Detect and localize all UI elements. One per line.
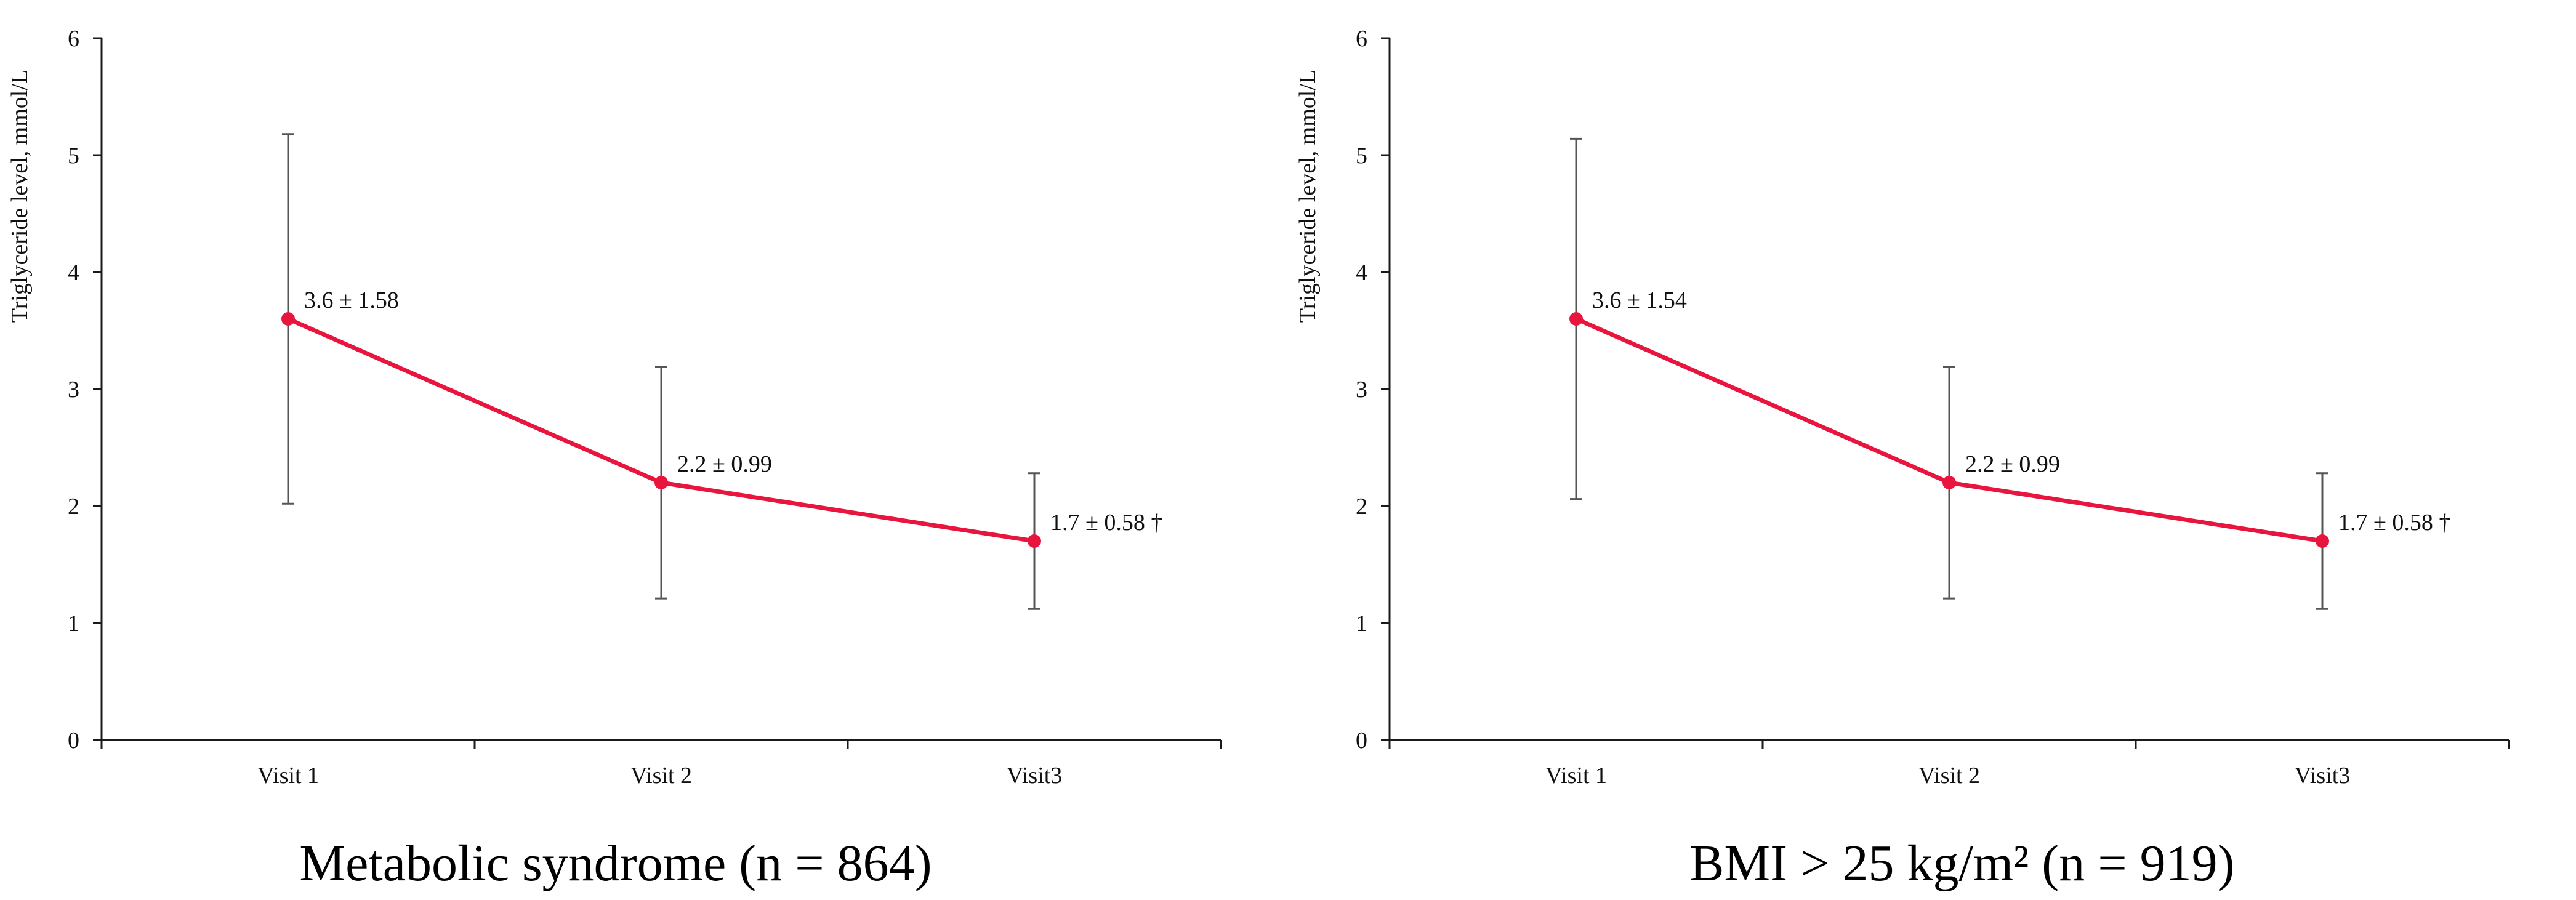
y-tick-label: 3 [68,377,79,403]
data-label: 3.6 ± 1.54 [1592,287,1687,313]
y-axis-label: Triglyceride level, mmol/L [1295,70,1321,323]
y-tick-label: 5 [1356,143,1367,169]
y-tick-label: 1 [1356,611,1367,637]
data-point [2316,534,2329,548]
chart-bmi-over-25: 0 1 2 3 4 5 6 Visit 1 Visit 2 Visit3 3.6 ± 1.54 2… [1295,26,2510,892]
chart-title: Metabolic syndrome (n = 864) [299,835,932,892]
y-tick-label: 0 [1356,728,1367,753]
x-tick-label: Visit 2 [630,763,692,789]
y-tick-label: 5 [68,143,79,169]
data-label: 1.7 ± 0.58 † [2338,510,2450,536]
data-label: 2.2 ± 0.99 [677,451,772,477]
x-tick-label: Visit3 [1007,763,1063,789]
chart-metabolic-syndrome: 0 1 2 3 4 5 6 Visit 1 Visit 2 Visit3 3.6 ± 1.58 2… [7,26,1222,892]
x-tick-label: Visit 1 [1545,763,1607,789]
y-tick-label: 0 [68,728,79,753]
data-label: 2.2 ± 0.99 [1965,451,2060,477]
data-point [1942,476,1956,489]
x-tick-label: Visit3 [2295,763,2351,789]
data-label: 3.6 ± 1.58 [304,287,399,313]
data-point [1569,312,1583,326]
data-point [654,476,668,489]
y-tick-label: 4 [1356,260,1367,286]
y-tick-label: 1 [68,611,79,637]
y-axis-label: Triglyceride level, mmol/L [7,70,33,323]
y-tick-label: 6 [1356,26,1367,52]
data-point [1028,534,1041,548]
y-tick-label: 2 [1356,494,1367,520]
y-tick-label: 2 [68,494,79,520]
y-tick-label: 3 [1356,377,1367,403]
x-tick-label: Visit 2 [1918,763,1980,789]
chart-title: BMI > 25 kg/m² (n = 919) [1689,835,2234,892]
data-label: 1.7 ± 0.58 † [1050,510,1162,536]
y-tick-label: 4 [68,260,79,286]
data-point [281,312,295,326]
y-tick-label: 6 [68,26,79,52]
x-tick-label: Visit 1 [257,763,319,789]
